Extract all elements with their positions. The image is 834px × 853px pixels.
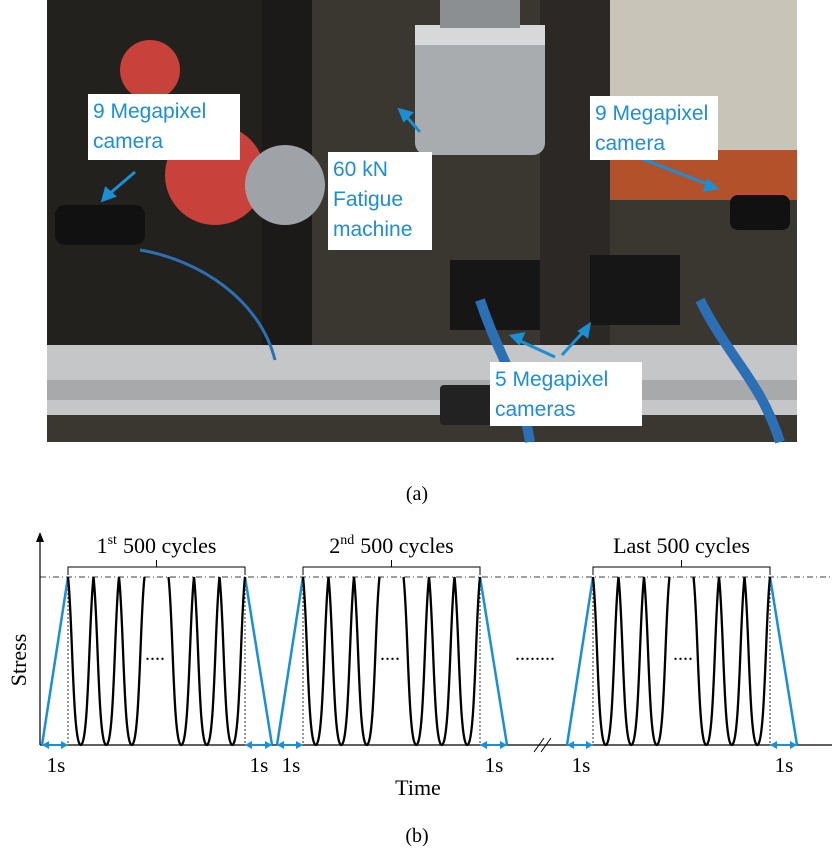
label-text: 9 Megapixel	[93, 100, 206, 123]
group-label: 1st 500 cycles	[97, 533, 217, 558]
bracket	[67, 560, 246, 575]
diagram: Stress Time (b) 1st 500 cycles.... 1s 1s 2nd 500…	[6, 532, 832, 847]
ordinal-suffix: nd	[340, 533, 354, 548]
arrow-head	[790, 741, 797, 749]
arrow-head	[770, 741, 777, 749]
label-box	[88, 94, 240, 160]
ramp	[275, 576, 509, 746]
arrow-head	[265, 741, 272, 749]
group-text: 500 cycles	[123, 533, 216, 558]
label-text: 9 Megapixel	[595, 102, 708, 125]
arrows	[100, 107, 720, 359]
arrow-head	[567, 741, 574, 749]
arrow-head	[500, 741, 507, 749]
duration-label: 1s	[775, 753, 794, 777]
y-label: Stress	[6, 634, 31, 687]
arrow-head	[61, 741, 68, 749]
duration-label: 1s	[282, 753, 301, 777]
group-text: 500 cycles	[360, 533, 453, 558]
label-text: Fatigue	[333, 188, 403, 211]
label-box	[328, 152, 432, 250]
oscillation	[66, 576, 247, 747]
ordinal-suffix: st	[108, 533, 117, 548]
arrow-head	[42, 741, 49, 749]
label-box	[590, 96, 718, 160]
caption: (a)	[406, 483, 428, 505]
duration-label: 1s	[250, 753, 269, 777]
group-label: Last 500 cycles	[613, 533, 750, 558]
ordinal: 2	[329, 533, 340, 558]
label-text: 60 kN	[333, 158, 388, 181]
duration-label: 1s	[47, 753, 66, 777]
ramp	[40, 576, 274, 746]
ellipsis: ....	[673, 643, 693, 665]
bracket	[592, 560, 771, 575]
y-arrow	[36, 532, 44, 542]
group-label: 2nd 500 cycles	[329, 533, 453, 558]
oscillation	[591, 576, 772, 747]
photo-label: 60 kN Fatigue machine	[328, 152, 432, 250]
photo-label: 9 Megapixel camera	[590, 96, 718, 160]
bracket	[302, 560, 481, 575]
label-text: cameras	[495, 398, 576, 421]
arrow-head	[480, 741, 487, 749]
photo-label: 5 Megapixel cameras	[490, 362, 642, 426]
label-box	[490, 362, 642, 426]
ellipsis: ....	[380, 643, 400, 665]
ramp	[565, 576, 799, 746]
label-text: camera	[93, 130, 163, 153]
x-label: Time	[395, 775, 441, 800]
photo	[47, 0, 797, 444]
arrow-head	[586, 741, 593, 749]
arrow-head	[245, 741, 252, 749]
arrow-head	[296, 741, 303, 749]
oscillation	[301, 576, 482, 747]
duration-label: 1s	[485, 753, 504, 777]
label-text: 5 Megapixel	[495, 368, 608, 391]
arrow-head	[277, 741, 284, 749]
caption: (b)	[405, 825, 428, 847]
duration-label: 1s	[572, 753, 591, 777]
axis-break	[533, 737, 552, 753]
ellipsis: ........	[515, 643, 555, 665]
label-text: machine	[333, 218, 412, 241]
ellipsis: ....	[145, 643, 165, 665]
ordinal: 1	[97, 533, 108, 558]
photo-label: 9 Megapixel camera	[88, 94, 240, 160]
label-text: camera	[595, 132, 665, 155]
